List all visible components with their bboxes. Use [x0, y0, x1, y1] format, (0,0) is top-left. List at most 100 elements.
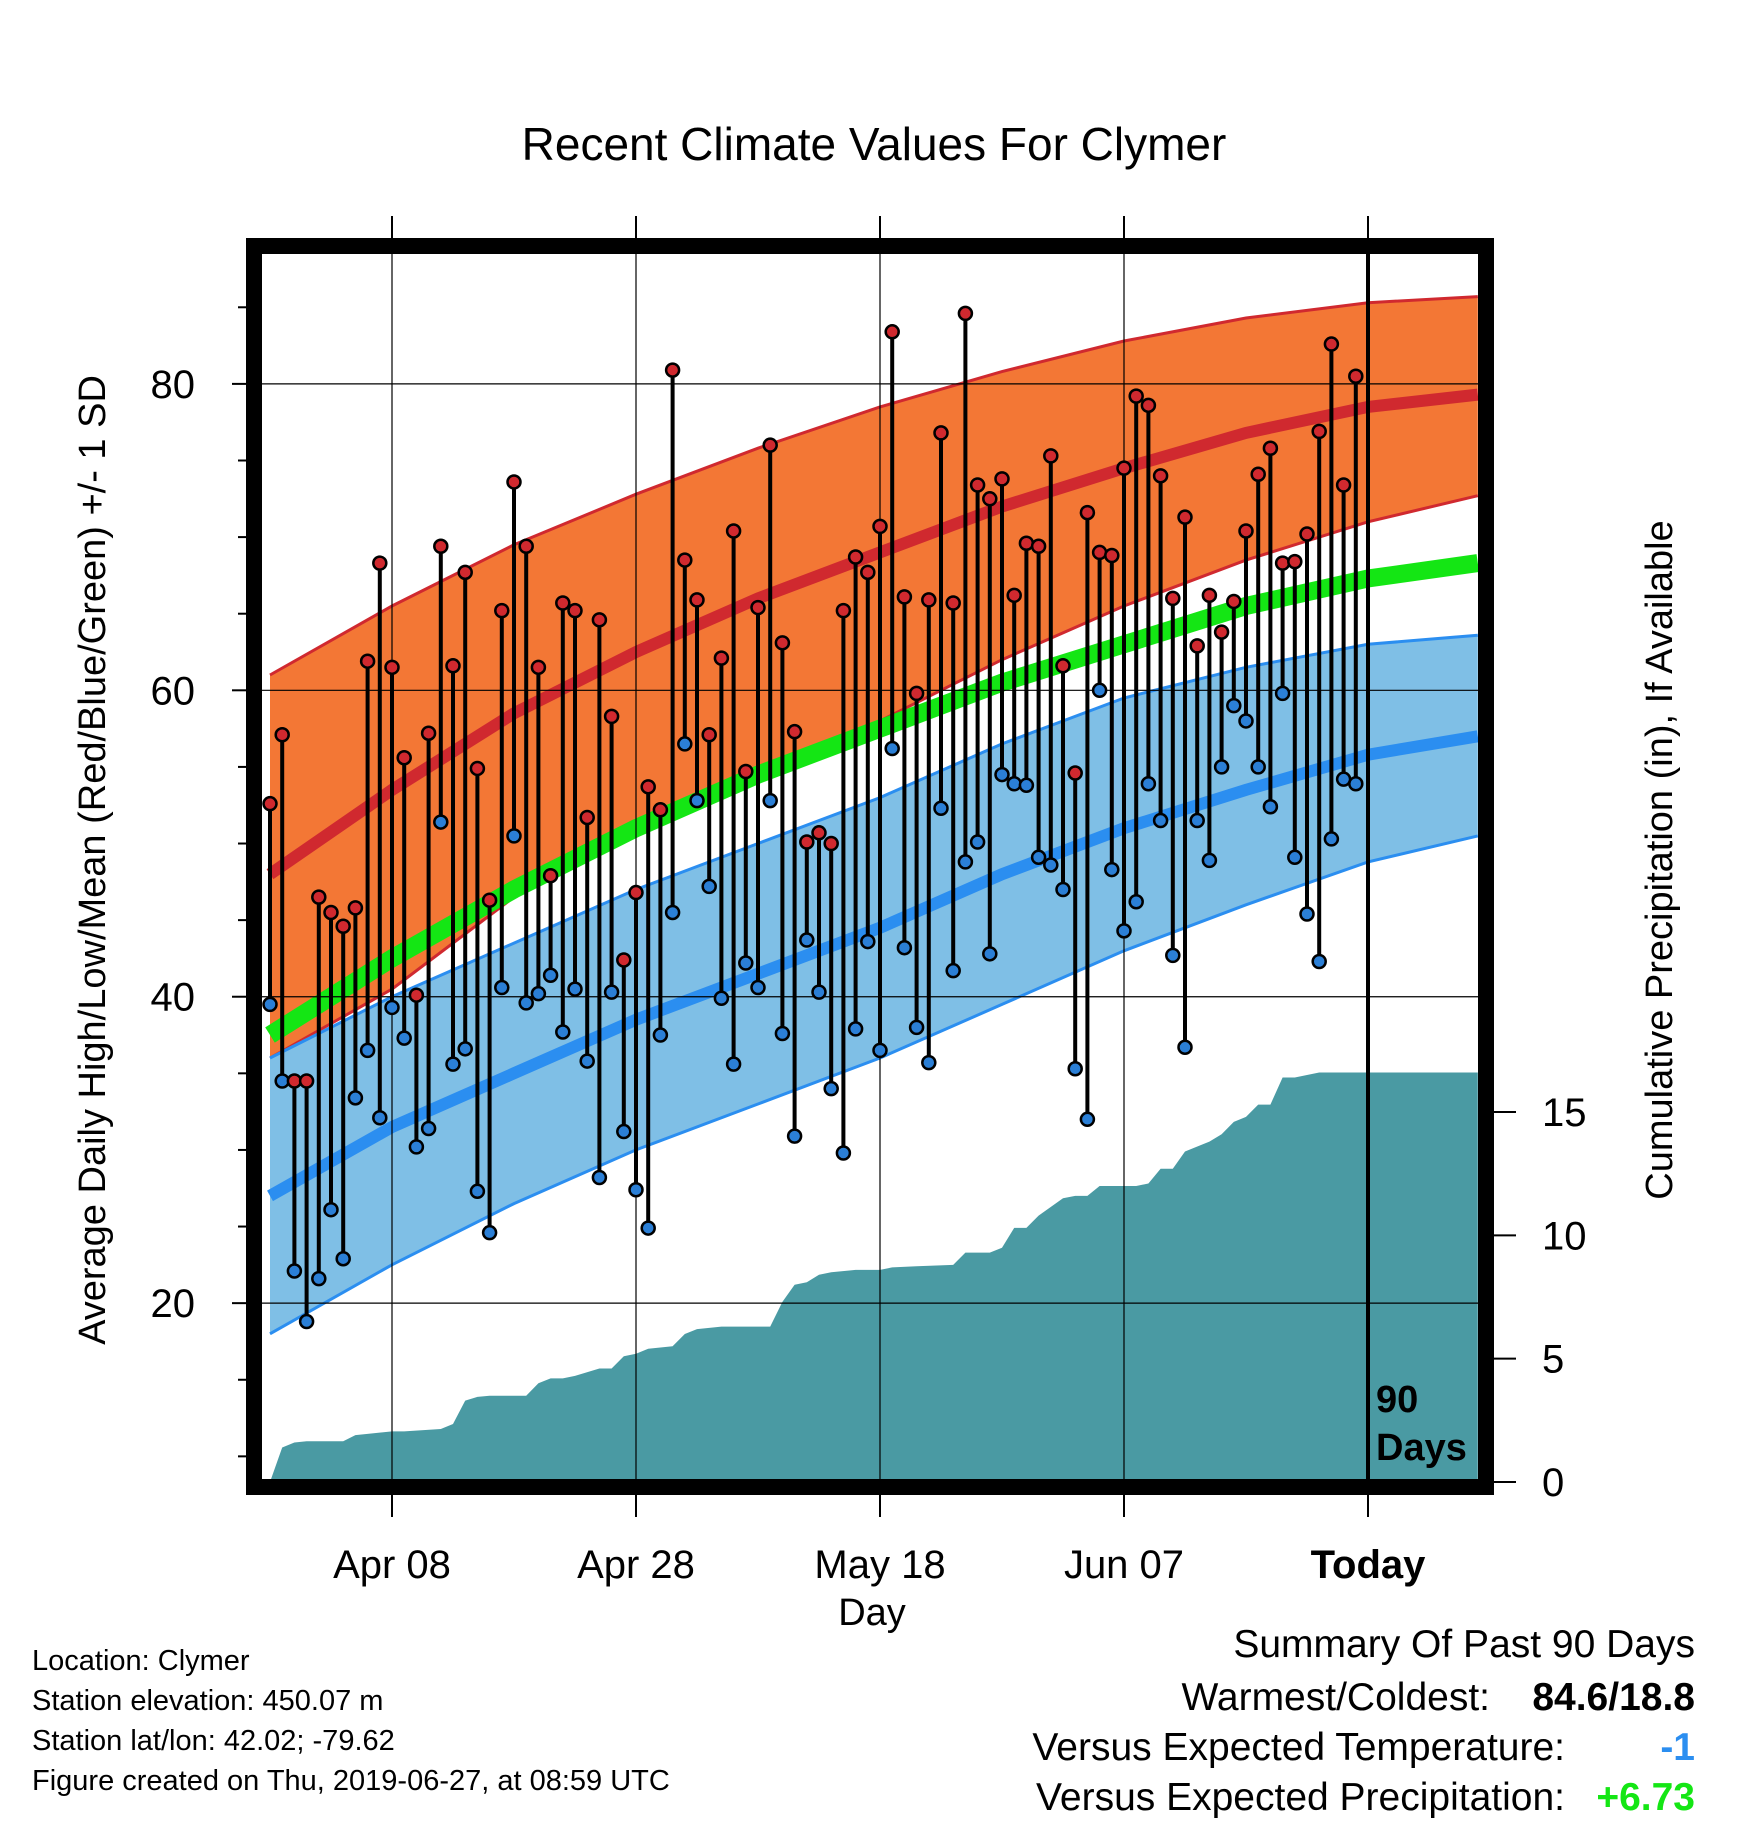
low-point — [1055, 881, 1071, 898]
high-point — [530, 659, 547, 676]
high-point — [774, 635, 791, 651]
y2-tick-label: 10 — [1542, 1214, 1587, 1258]
low-point — [1323, 831, 1340, 847]
low-point — [506, 828, 522, 844]
x-tick-label: May 18 — [814, 1543, 945, 1587]
high-point — [725, 523, 742, 539]
high-point — [1030, 538, 1047, 555]
high-point — [640, 779, 656, 795]
high-point — [335, 918, 351, 935]
precip-area — [270, 1072, 1478, 1487]
high-point — [408, 987, 425, 1003]
low-point — [774, 1025, 791, 1042]
low-point — [1116, 923, 1132, 939]
low-point — [347, 1090, 364, 1106]
high-point — [445, 658, 461, 674]
high-point — [494, 602, 510, 619]
low-point — [384, 999, 400, 1016]
info-location: Location: Clymer — [32, 1645, 250, 1677]
low-point — [1165, 947, 1181, 964]
high-point — [762, 437, 778, 453]
low-point — [1274, 685, 1291, 702]
high-point — [372, 555, 388, 571]
high-point — [994, 471, 1010, 487]
high-point — [1311, 423, 1327, 440]
low-point — [884, 740, 900, 757]
high-point — [1018, 535, 1035, 551]
high-point — [1201, 587, 1218, 604]
high-sd-band — [270, 296, 1478, 1059]
low-point — [1043, 857, 1059, 873]
y-axis-label: Average Daily High/Low/Mean (Red/Blue/Gr… — [72, 375, 114, 1345]
high-point — [542, 867, 559, 884]
summary-warm-cold-label: Warmest/Coldest: — [1182, 1676, 1490, 1719]
low-point — [969, 834, 986, 850]
low-point — [945, 962, 961, 979]
low-point — [1226, 697, 1242, 714]
high-point — [1140, 397, 1157, 414]
low-point — [1348, 776, 1364, 792]
low-point — [567, 981, 583, 997]
high-point — [652, 802, 669, 818]
high-point — [1335, 477, 1352, 493]
chart-title: Recent Climate Values For Clymer — [522, 118, 1227, 170]
y-tick-label: 80 — [151, 363, 196, 407]
low-point — [469, 1183, 486, 1200]
summary-precip-value: +6.73 — [1596, 1776, 1695, 1819]
low-point — [689, 792, 705, 809]
low-point — [372, 1110, 388, 1126]
low-point — [298, 1313, 315, 1330]
high-point — [713, 650, 730, 666]
high-point — [359, 653, 376, 669]
high-point — [811, 825, 827, 841]
y-tick-label: 60 — [151, 669, 196, 713]
y-tick-label: 20 — [151, 1282, 196, 1326]
high-point — [1226, 593, 1242, 610]
high-point — [567, 602, 583, 619]
high-point — [957, 305, 974, 322]
plot-frame — [246, 238, 1494, 1495]
low-point — [1250, 759, 1266, 775]
low-point — [786, 1128, 803, 1144]
high-point — [872, 518, 888, 535]
plot-area: 90 Days 20 40 60 80 0 5 10 15 Apr 08 Apr 28 May 18 Ju… — [151, 216, 1587, 1587]
summary-precip-label: Versus Expected Precipitation: — [1036, 1776, 1565, 1819]
low-point — [860, 933, 876, 950]
low-point — [933, 800, 949, 817]
low-point — [823, 1080, 839, 1097]
high-point — [591, 612, 608, 628]
low-point — [1262, 798, 1279, 815]
low-point — [445, 1056, 461, 1072]
low-point — [872, 1042, 888, 1059]
high-point — [750, 599, 766, 616]
low-point — [494, 979, 510, 996]
low-point — [640, 1220, 656, 1236]
high-point — [1238, 523, 1254, 539]
high-point — [689, 592, 705, 608]
high-point — [1165, 590, 1181, 607]
low-point — [408, 1139, 425, 1155]
low-point — [799, 932, 815, 948]
high-point — [677, 552, 693, 568]
high-point — [664, 362, 681, 378]
high-point — [628, 884, 644, 901]
low-point — [628, 1182, 644, 1198]
summary-heading: Summary Of Past 90 Days — [1233, 1623, 1695, 1666]
low-point — [1213, 759, 1230, 775]
low-point — [311, 1270, 327, 1287]
low-point — [652, 1027, 669, 1043]
high-point — [933, 425, 949, 441]
high-point — [616, 952, 632, 968]
high-point — [1079, 504, 1096, 521]
low-point — [457, 1041, 473, 1057]
x-tick-label: Today — [1311, 1543, 1427, 1587]
low-point — [555, 1024, 571, 1040]
high-point — [603, 708, 620, 725]
low-point — [1104, 861, 1120, 878]
high-point — [1323, 336, 1340, 352]
high-point — [1152, 468, 1169, 484]
low-point — [1238, 713, 1254, 729]
high-point — [555, 595, 571, 611]
low-point — [835, 1145, 852, 1161]
